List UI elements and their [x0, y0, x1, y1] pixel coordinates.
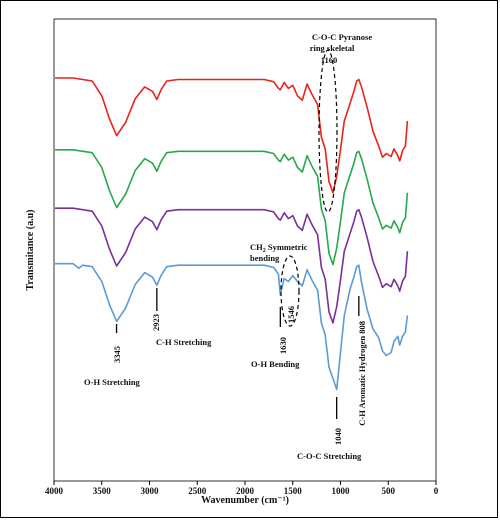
x-axis-ticks: 4000 3500 3000 2500 2000 1500 1000 500 0 — [45, 481, 439, 496]
peak-1546-ellipse — [280, 255, 300, 327]
oh-bending-label: O-H Bending — [251, 359, 300, 369]
x-axis-title: Wavenumber (cm⁻¹) — [201, 495, 289, 506]
spectrum-lines — [55, 77, 409, 391]
x-tick-label: 0 — [434, 486, 439, 496]
coc-stretching-label: C-O-C Stretching — [297, 451, 362, 461]
x-tick-label: 3000 — [141, 486, 160, 496]
x-tick-label: 4000 — [45, 486, 64, 496]
plot-area — [53, 18, 437, 482]
pyranose-label-line1: C-O-C Pyranose — [312, 32, 372, 42]
x-tick-label: 1500 — [284, 486, 303, 496]
peak-label-1160: 1160 — [321, 55, 338, 65]
x-tick-label: 2500 — [188, 486, 207, 496]
ch2-bending-label: bending — [250, 253, 280, 263]
x-tick-label: 3500 — [93, 486, 112, 496]
x-tick-label: 500 — [382, 486, 396, 496]
ch2-label: CH2 Symmetric — [250, 242, 308, 254]
ch-stretching-label: C-H Stretching — [156, 337, 212, 347]
oh-stretching-label: O-H Stretching — [84, 377, 141, 387]
spectrum-line-1 — [55, 77, 409, 194]
peak-label-2923: 2923 — [151, 314, 161, 331]
peak-label-808-aromatic: C-H Aromatic Hydrogen 808 — [357, 321, 367, 426]
spectrum-line-4 — [55, 262, 409, 391]
pyranose-label-line2: ring skeletal — [310, 43, 355, 53]
peak-label-1630: 1630 — [278, 337, 288, 354]
peak-label-3345: 3345 — [112, 346, 122, 363]
peak-label-1546: 1546 — [286, 306, 296, 323]
peak-label-1040: 1040 — [333, 428, 343, 445]
x-tick-label: 2000 — [236, 486, 255, 496]
spectrum-line-2 — [55, 149, 409, 266]
pyranose-ellipse — [318, 49, 338, 213]
peak-markers — [115, 288, 360, 419]
spectrum-line-3 — [55, 207, 409, 324]
y-axis-title: Transmitance (a.u) — [25, 210, 36, 291]
x-tick-label: 1000 — [332, 486, 351, 496]
